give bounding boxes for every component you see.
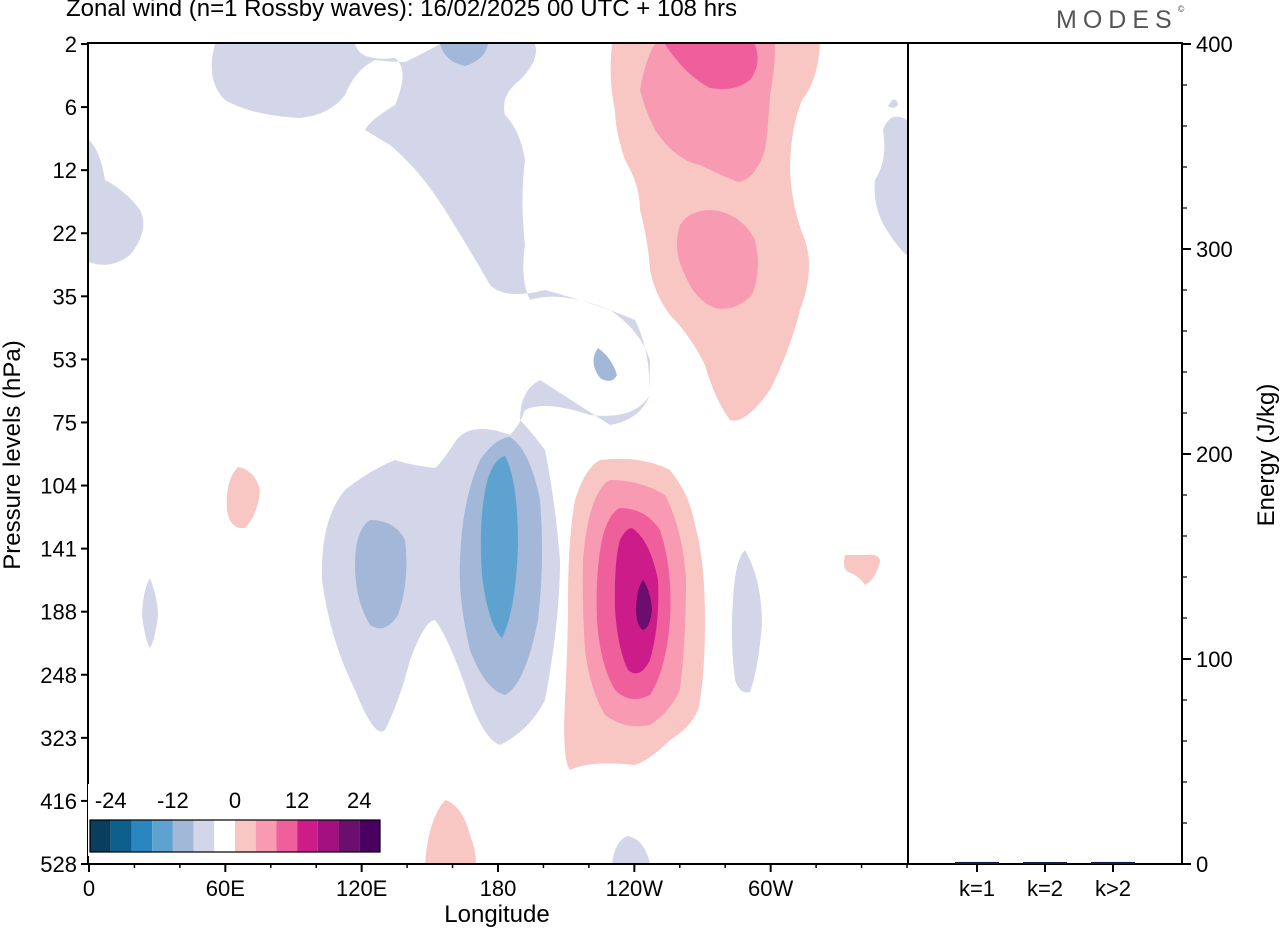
x-tick-label: 120E xyxy=(336,876,387,901)
colorbar-swatch xyxy=(255,820,277,852)
x-tick-label: 60E xyxy=(206,876,245,901)
y-tick-label: 141 xyxy=(40,537,77,562)
colorbar-tick-label: 12 xyxy=(285,788,309,813)
y-tick-label: 12 xyxy=(53,158,77,183)
contour-neg-8-west xyxy=(355,520,407,629)
x-tick-label: 0 xyxy=(83,876,95,901)
y-tick-label: 6 xyxy=(65,95,77,120)
energy-tick-label: 100 xyxy=(1196,647,1233,672)
colorbar-swatch xyxy=(110,820,132,852)
colorbar-frame xyxy=(89,819,381,853)
energy-category-label: k>2 xyxy=(1095,876,1131,901)
energy-bars: k=1 k=2 k>2 xyxy=(955,861,1135,901)
x-tick-label: 120W xyxy=(606,876,664,901)
x-axis: 0 60E 120E 180 120W 60W xyxy=(83,864,908,901)
y-tick-label: 2 xyxy=(65,32,77,57)
y-tick-label: 188 xyxy=(40,600,77,625)
colorbar-swatch xyxy=(152,820,173,852)
x-tick-label: 180 xyxy=(480,876,517,901)
colorbar-swatch xyxy=(338,820,360,852)
contour-neg-4-small-east xyxy=(731,550,762,693)
contour-pos-4-east xyxy=(844,554,880,585)
energy-axis-label: Energy (J/kg) xyxy=(1253,384,1280,527)
contour-pos-4-west xyxy=(226,467,260,529)
y-axis: 2 6 12 22 35 53 75 104 141 188 248 323 416 528 xyxy=(40,32,89,877)
colorbar: -24 -12 0 12 24 xyxy=(88,784,382,856)
colorbar-tick-label: -12 xyxy=(157,788,189,813)
y-tick-label: 22 xyxy=(53,221,77,246)
colorbar-tick-label: 0 xyxy=(229,788,241,813)
energy-category-label: k=1 xyxy=(959,876,995,901)
contour-neg-4-right xyxy=(874,116,907,256)
colorbar-swatch xyxy=(276,820,298,852)
x-axis-label: Longitude xyxy=(444,901,549,928)
energy-category-label: k=2 xyxy=(1027,876,1063,901)
contour-neg-8-small-top xyxy=(440,44,488,66)
colorbar-swatch xyxy=(131,820,153,852)
y-tick-label: 104 xyxy=(40,474,77,499)
colorbar-swatch xyxy=(235,820,256,852)
energy-bar-k=1 xyxy=(955,861,999,864)
contour-neg-8-small-mid xyxy=(593,348,617,381)
colorbar-swatch xyxy=(297,820,318,852)
energy-tick-label: 400 xyxy=(1196,32,1233,57)
colorbar-tick-label: -24 xyxy=(95,788,127,813)
contour-pos-12-top xyxy=(665,44,758,89)
y-tick-label: 528 xyxy=(40,852,77,877)
y-tick-label: 53 xyxy=(53,347,77,372)
colorbar-swatch xyxy=(317,820,339,852)
contour-pos-20 xyxy=(636,580,652,630)
energy-tick-label: 0 xyxy=(1196,852,1208,877)
colorbar-swatch xyxy=(193,820,215,852)
colorbar-swatch xyxy=(359,820,380,852)
y-axis-label: Pressure levels (hPa) xyxy=(0,340,26,569)
chart-title: Zonal wind (n=1 Rossby waves): 16/02/202… xyxy=(66,0,738,22)
energy-bar-k>2 xyxy=(1091,861,1135,864)
y-tick-label: 416 xyxy=(40,789,77,814)
contour-neg-4-bottom xyxy=(612,836,650,864)
colorbar-swatch xyxy=(172,820,194,852)
colorbar-tick-label: 24 xyxy=(347,788,371,813)
x-tick-label: 60W xyxy=(748,876,793,901)
y-tick-label: 323 xyxy=(40,726,77,751)
energy-tick-label: 200 xyxy=(1196,442,1233,467)
contour-pos-4-bottom xyxy=(425,800,476,864)
contour-neg-4-left xyxy=(89,140,144,265)
contour-pos-8-mid xyxy=(676,210,758,309)
contour-neg-12-central xyxy=(480,456,518,638)
contour-neg-4-spot xyxy=(888,99,898,108)
contour-field xyxy=(89,44,907,864)
y-tick-label: 35 xyxy=(53,284,77,309)
y-tick-label: 248 xyxy=(40,663,77,688)
colorbar-swatch xyxy=(90,820,111,852)
modes-logo: MODES© xyxy=(1056,4,1185,34)
y-tick-label: 75 xyxy=(53,410,77,435)
contour-neg-4-small-west xyxy=(142,578,158,648)
energy-tick-label: 300 xyxy=(1196,237,1233,262)
energy-bar-k=2 xyxy=(1023,862,1067,864)
energy-axis: 0 100 200 300 400 xyxy=(1182,32,1233,877)
colorbar-swatch xyxy=(214,820,235,852)
